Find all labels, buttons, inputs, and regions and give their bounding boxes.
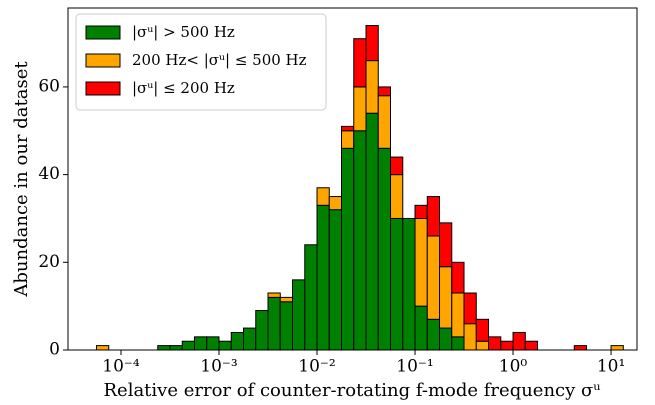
bar-segment	[341, 130, 355, 149]
bar-segment	[439, 222, 453, 268]
bar-segment	[463, 323, 477, 351]
legend-swatch	[85, 25, 121, 40]
bar-segment	[426, 196, 441, 237]
bar-segment	[353, 130, 367, 351]
legend-label: |σᵘ| > 500 Hz	[132, 23, 235, 41]
x-tick-label: 10⁰	[499, 357, 528, 377]
x-tick-label: 10⁻²	[298, 357, 335, 377]
y-tick-label: 20	[38, 252, 60, 272]
bar-segment	[365, 60, 379, 114]
bar-segment	[439, 266, 453, 329]
bar-segment	[390, 174, 404, 219]
bar-segment	[218, 340, 232, 351]
bar-segment	[267, 296, 281, 351]
bar-segment	[451, 292, 465, 338]
bar-segment	[439, 327, 453, 351]
bar-segment	[304, 244, 318, 351]
bar-segment	[475, 340, 490, 351]
bar-segment	[206, 336, 220, 351]
bar-segment	[292, 279, 306, 351]
bar-segment	[255, 310, 269, 351]
x-tick-label: 10¹	[597, 357, 625, 377]
bar-segment	[95, 345, 110, 351]
bar-segment	[365, 25, 379, 62]
bar-segment	[426, 318, 441, 351]
bar-segment	[181, 340, 195, 351]
bar-segment	[402, 217, 416, 351]
bar-segment	[193, 336, 208, 351]
y-tick-label: 40	[38, 164, 60, 184]
plot-frame	[67, 7, 638, 351]
bar-segment	[328, 196, 343, 211]
y-axis-label: Abundance in our dataset	[11, 61, 32, 298]
legend-swatch	[85, 81, 121, 96]
bar-segment	[451, 261, 465, 294]
bar-segment	[365, 112, 379, 351]
bar-segment	[414, 204, 428, 219]
bar-segment	[316, 204, 330, 351]
bar-segment	[426, 235, 441, 320]
bar-segment	[414, 305, 428, 351]
legend-swatch	[85, 53, 121, 68]
bar-segment	[475, 318, 490, 342]
x-tick-label: 10⁻³	[200, 357, 237, 377]
bar-segment	[524, 340, 539, 351]
bar-segment	[316, 187, 330, 206]
bar-segment	[377, 86, 392, 97]
bar-segment	[512, 331, 526, 351]
bar-segment	[488, 336, 502, 351]
bar-segment	[353, 86, 367, 132]
bar-segment	[341, 125, 355, 132]
legend-label: |σᵘ| ≤ 200 Hz	[132, 79, 235, 97]
bar-segment	[279, 296, 294, 303]
bar-segment	[463, 292, 477, 325]
bar-segment	[230, 331, 244, 351]
legend-box	[75, 13, 327, 111]
bar-segment	[451, 336, 465, 351]
bar-segment	[414, 217, 428, 307]
bar-segment	[328, 209, 343, 351]
bar-segment	[610, 345, 624, 351]
bar-segment	[500, 340, 514, 351]
bar-segment	[341, 147, 355, 351]
x-tick-label: 10⁻¹	[396, 357, 433, 377]
y-tick-label: 0	[49, 340, 60, 360]
bar-segment	[573, 345, 588, 351]
bar-segment	[267, 292, 281, 298]
bar-segment	[242, 327, 257, 351]
bar-segment	[377, 95, 392, 149]
bar-segment	[169, 345, 183, 351]
bar-segment	[390, 156, 404, 176]
bar-segment	[353, 38, 367, 88]
x-tick-label: 10⁻⁴	[102, 357, 140, 377]
legend-label: 200 Hz< |σᵘ| ≤ 500 Hz	[132, 51, 307, 69]
bar-segment	[279, 301, 294, 351]
bar-segment	[157, 345, 171, 351]
y-tick-label: 60	[38, 76, 60, 96]
x-axis-label: Relative error of counter-rotating f-mod…	[103, 380, 600, 401]
bar-segment	[377, 147, 392, 351]
bar-segment	[390, 217, 404, 351]
